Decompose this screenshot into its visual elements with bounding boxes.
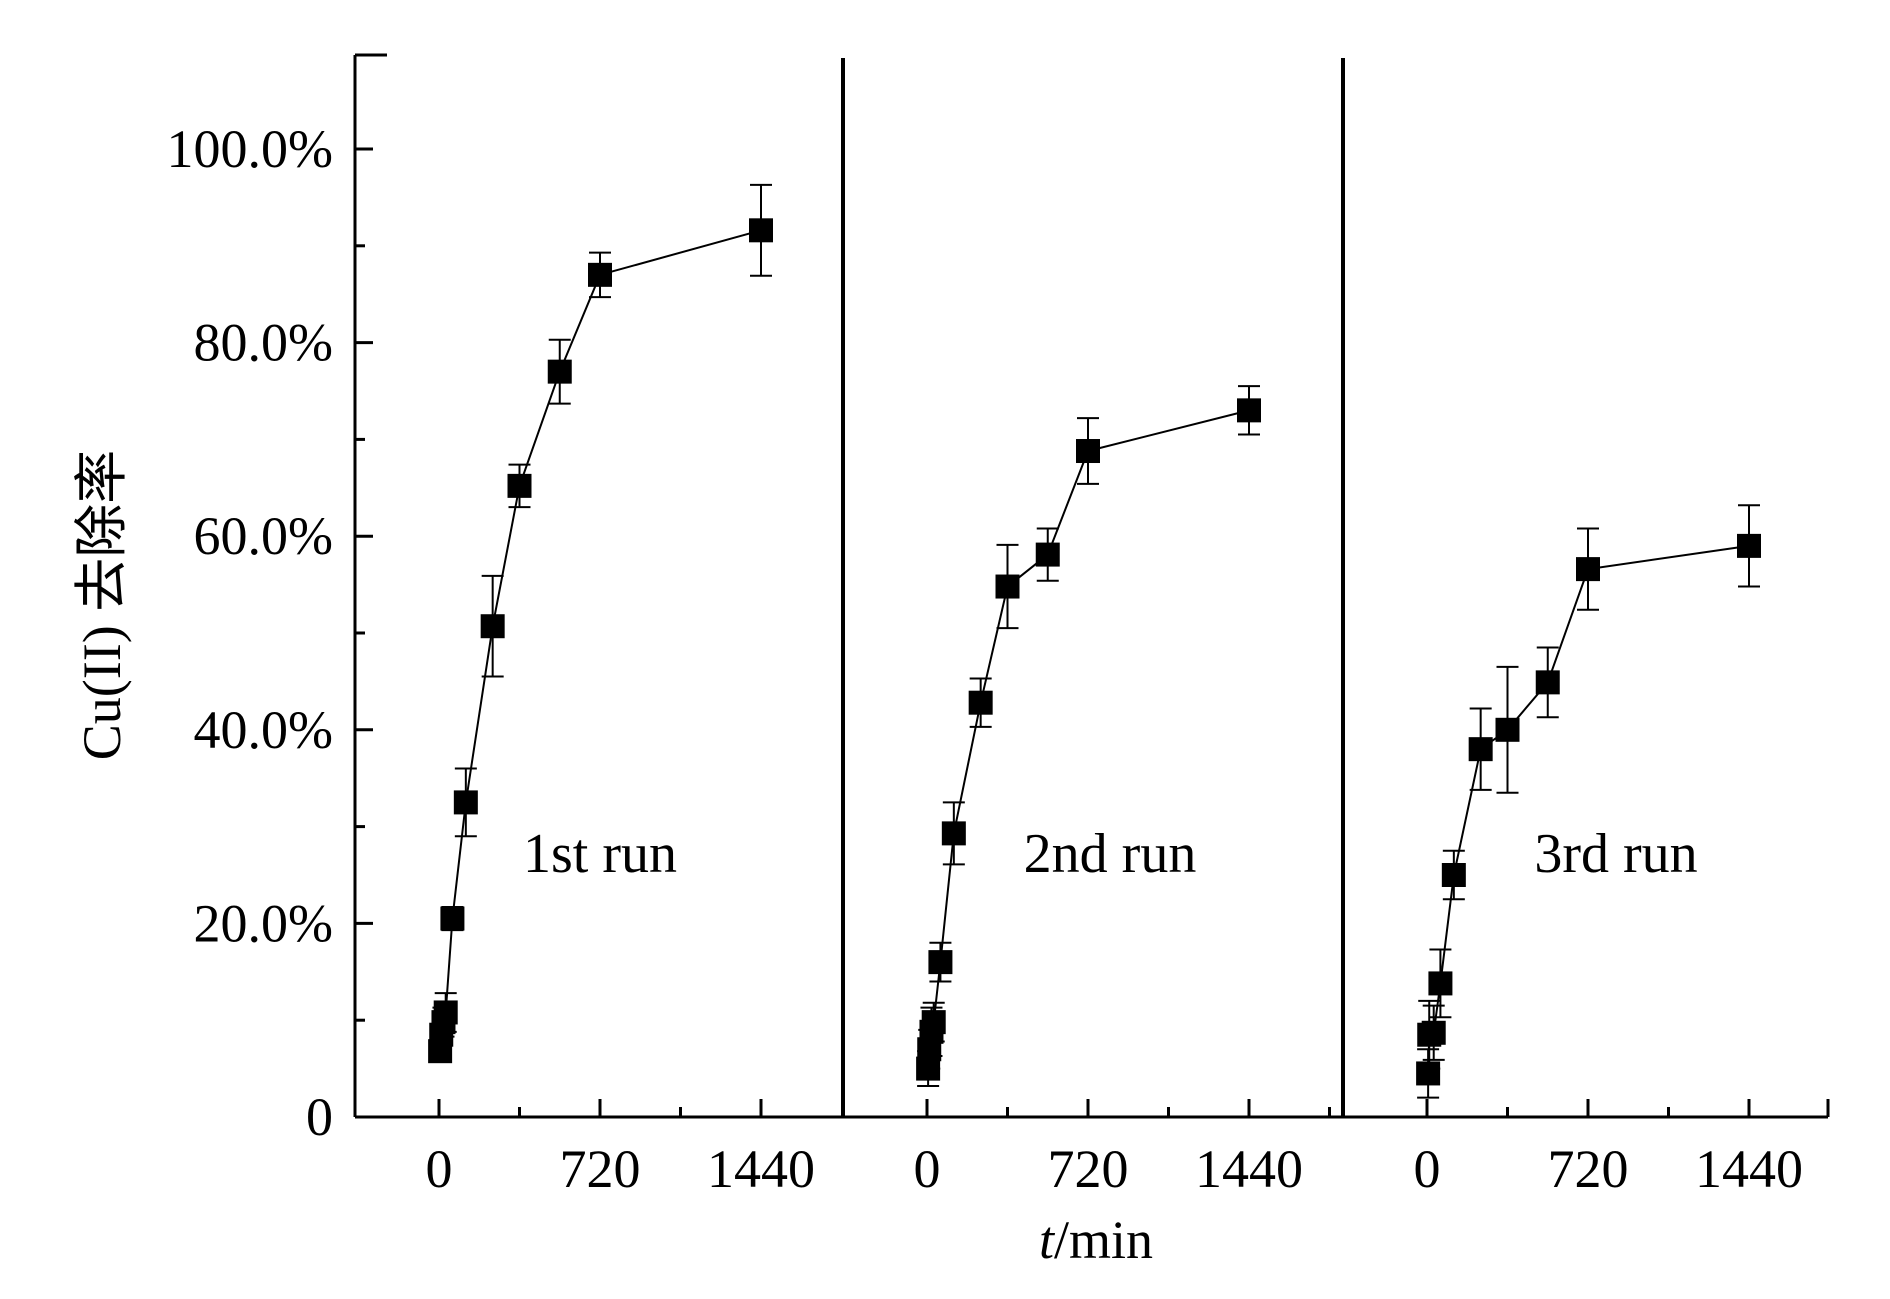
data-point xyxy=(1421,1004,1446,1061)
data-point xyxy=(928,941,953,983)
data-point xyxy=(433,992,458,1033)
data-point xyxy=(1035,527,1060,582)
data-point xyxy=(588,251,612,299)
axes: 0 20.0% 40.0% 60.0% 80.0% 100.0% 0 720 1440 0 720 1… xyxy=(167,53,1830,1199)
square-marker xyxy=(507,473,532,498)
square-marker xyxy=(968,690,993,715)
data-point xyxy=(547,338,572,405)
x-tick-label: 0 xyxy=(914,1139,941,1199)
data-point xyxy=(1441,849,1466,901)
y-tick-label: 20.0% xyxy=(194,893,333,953)
series-line xyxy=(927,409,1250,1069)
data-point xyxy=(1416,1048,1441,1099)
x-tick-label: 1440 xyxy=(1195,1139,1303,1199)
data-point xyxy=(480,574,505,678)
data-point xyxy=(995,543,1020,630)
data-point xyxy=(1076,417,1100,485)
square-marker xyxy=(941,821,966,846)
square-marker xyxy=(1428,971,1453,996)
square-marker xyxy=(547,359,572,384)
data-point xyxy=(1737,504,1761,588)
data-point xyxy=(1495,665,1520,794)
square-marker xyxy=(1468,737,1493,762)
data-point xyxy=(1468,707,1493,791)
square-marker xyxy=(1576,557,1600,582)
x-tick-label: 720 xyxy=(1548,1139,1629,1199)
series-line xyxy=(439,229,762,1052)
square-marker xyxy=(1421,1020,1446,1045)
run-label: 2nd run xyxy=(1024,823,1197,885)
square-marker xyxy=(1237,398,1261,423)
panel-dividers xyxy=(841,58,1345,1117)
data-point xyxy=(1535,646,1560,719)
square-marker xyxy=(749,218,773,243)
data-point xyxy=(941,801,966,866)
x-axis-title-var: t xyxy=(1039,1210,1056,1270)
square-marker xyxy=(440,906,465,931)
data-point xyxy=(1428,948,1453,1019)
run-label: 3rd run xyxy=(1534,823,1697,885)
data-point xyxy=(968,677,993,728)
x-tick-label: 720 xyxy=(1048,1139,1129,1199)
y-tick-label: 100.0% xyxy=(167,119,333,179)
square-marker xyxy=(995,574,1020,599)
run-label: 1st run xyxy=(523,823,677,885)
y-tick-label: 80.0% xyxy=(194,313,333,373)
data-point xyxy=(507,463,532,509)
x-tick-label: 1440 xyxy=(707,1139,815,1199)
series-layer xyxy=(428,183,1761,1099)
square-marker xyxy=(453,790,478,815)
square-marker xyxy=(921,1010,946,1035)
y-tick-label: 60.0% xyxy=(194,506,333,566)
square-marker xyxy=(1535,670,1560,695)
x-axis-title-unit: /min xyxy=(1054,1210,1153,1270)
x-tick-label: 1440 xyxy=(1695,1139,1803,1199)
data-point xyxy=(749,183,773,277)
data-point xyxy=(453,767,478,838)
square-marker xyxy=(1416,1061,1441,1086)
square-marker xyxy=(1441,863,1466,887)
square-marker xyxy=(1495,717,1520,742)
x-tick-label: 0 xyxy=(1414,1139,1441,1199)
y-axis-title: Cu(II) 去除率 xyxy=(72,450,132,760)
y-tick-label: 40.0% xyxy=(194,700,333,760)
square-marker xyxy=(1035,542,1060,567)
labels-layer: Cu(II) 去除率 t/min 1st run 2nd run 3rd run xyxy=(72,450,1698,1270)
data-point xyxy=(921,1001,946,1043)
x-tick-label: 720 xyxy=(560,1139,641,1199)
square-marker xyxy=(480,614,505,639)
series-line xyxy=(1427,544,1750,1074)
square-marker xyxy=(928,950,953,975)
square-marker xyxy=(1737,533,1761,558)
data-point xyxy=(440,905,465,932)
data-point xyxy=(1576,527,1600,611)
x-tick-label: 0 xyxy=(426,1139,453,1199)
data-point xyxy=(1237,385,1261,436)
y-tick-label: 0 xyxy=(306,1087,333,1147)
square-marker xyxy=(588,262,612,287)
square-marker xyxy=(433,1000,458,1025)
square-marker xyxy=(1076,439,1100,464)
x-axis-title: t/min xyxy=(1039,1210,1153,1270)
